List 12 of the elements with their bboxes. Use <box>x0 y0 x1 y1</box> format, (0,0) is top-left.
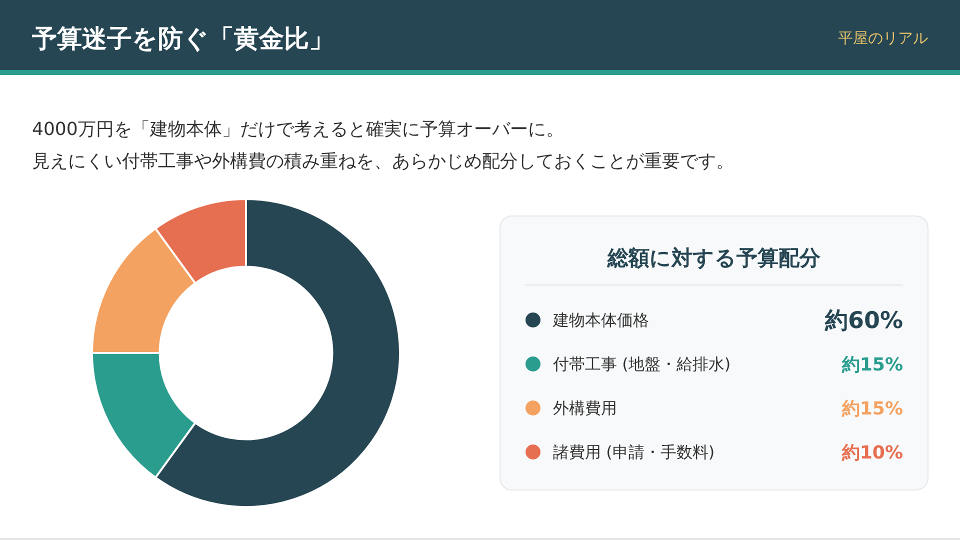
legend-label: 諸費用 (申請・手数料) <box>553 442 715 462</box>
legend-label: 付帯工事 (地盤・給排水) <box>552 354 731 374</box>
data-label: 約60% <box>824 308 903 334</box>
chart-subtitle: 4000万円を「建物本体」だけで考えると確実に予算オーバーに。見えにくい付帯工事や外構費の積み重ねを、あらかじめ配分しておくことが重要です。 <box>32 119 734 172</box>
chart-title: 予算迷子を防ぐ「黄金比」 <box>31 24 334 53</box>
legend-title: 総額に対する予算配分 <box>606 246 822 270</box>
legend-label: 建物本体価格 <box>552 310 649 330</box>
data-label: 約15% <box>840 354 903 376</box>
legend-label: 外構費用 <box>553 398 617 418</box>
text: 平屋のリアル <box>838 29 928 47</box>
data-label: 約15% <box>840 398 903 420</box>
data-label: 約10% <box>840 442 903 464</box>
